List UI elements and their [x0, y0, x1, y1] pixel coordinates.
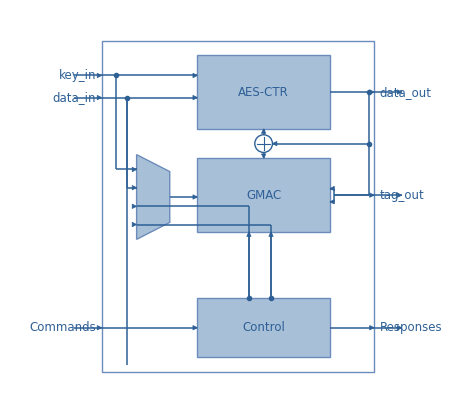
- Text: Commands: Commands: [30, 321, 96, 334]
- Bar: [197, 158, 330, 232]
- Text: Responses: Responses: [379, 321, 442, 334]
- Polygon shape: [330, 186, 334, 191]
- Text: AES-CTR: AES-CTR: [238, 85, 289, 98]
- Text: GMAC: GMAC: [246, 189, 281, 202]
- Polygon shape: [261, 154, 266, 158]
- Text: data_in: data_in: [53, 91, 96, 104]
- Polygon shape: [370, 90, 374, 94]
- Polygon shape: [97, 73, 101, 78]
- Polygon shape: [397, 325, 402, 330]
- Polygon shape: [330, 200, 334, 204]
- Polygon shape: [247, 232, 251, 236]
- Bar: [101, 41, 374, 372]
- Polygon shape: [397, 90, 402, 94]
- Polygon shape: [261, 129, 266, 133]
- Polygon shape: [397, 193, 402, 197]
- Polygon shape: [132, 186, 136, 190]
- Polygon shape: [370, 193, 374, 197]
- Text: Control: Control: [242, 321, 285, 334]
- Polygon shape: [132, 222, 136, 227]
- Polygon shape: [193, 73, 197, 78]
- Polygon shape: [97, 325, 101, 330]
- Bar: [197, 55, 330, 129]
- Polygon shape: [269, 232, 273, 236]
- Polygon shape: [193, 95, 197, 100]
- Polygon shape: [132, 167, 136, 172]
- Polygon shape: [97, 95, 101, 100]
- Text: key_in: key_in: [59, 69, 96, 82]
- Polygon shape: [272, 141, 277, 146]
- Polygon shape: [193, 325, 197, 330]
- Text: tag_out: tag_out: [379, 189, 425, 202]
- Text: data_out: data_out: [379, 85, 431, 98]
- Bar: [197, 298, 330, 357]
- Polygon shape: [132, 204, 136, 208]
- Polygon shape: [193, 195, 197, 199]
- Polygon shape: [136, 155, 170, 239]
- Polygon shape: [370, 325, 374, 330]
